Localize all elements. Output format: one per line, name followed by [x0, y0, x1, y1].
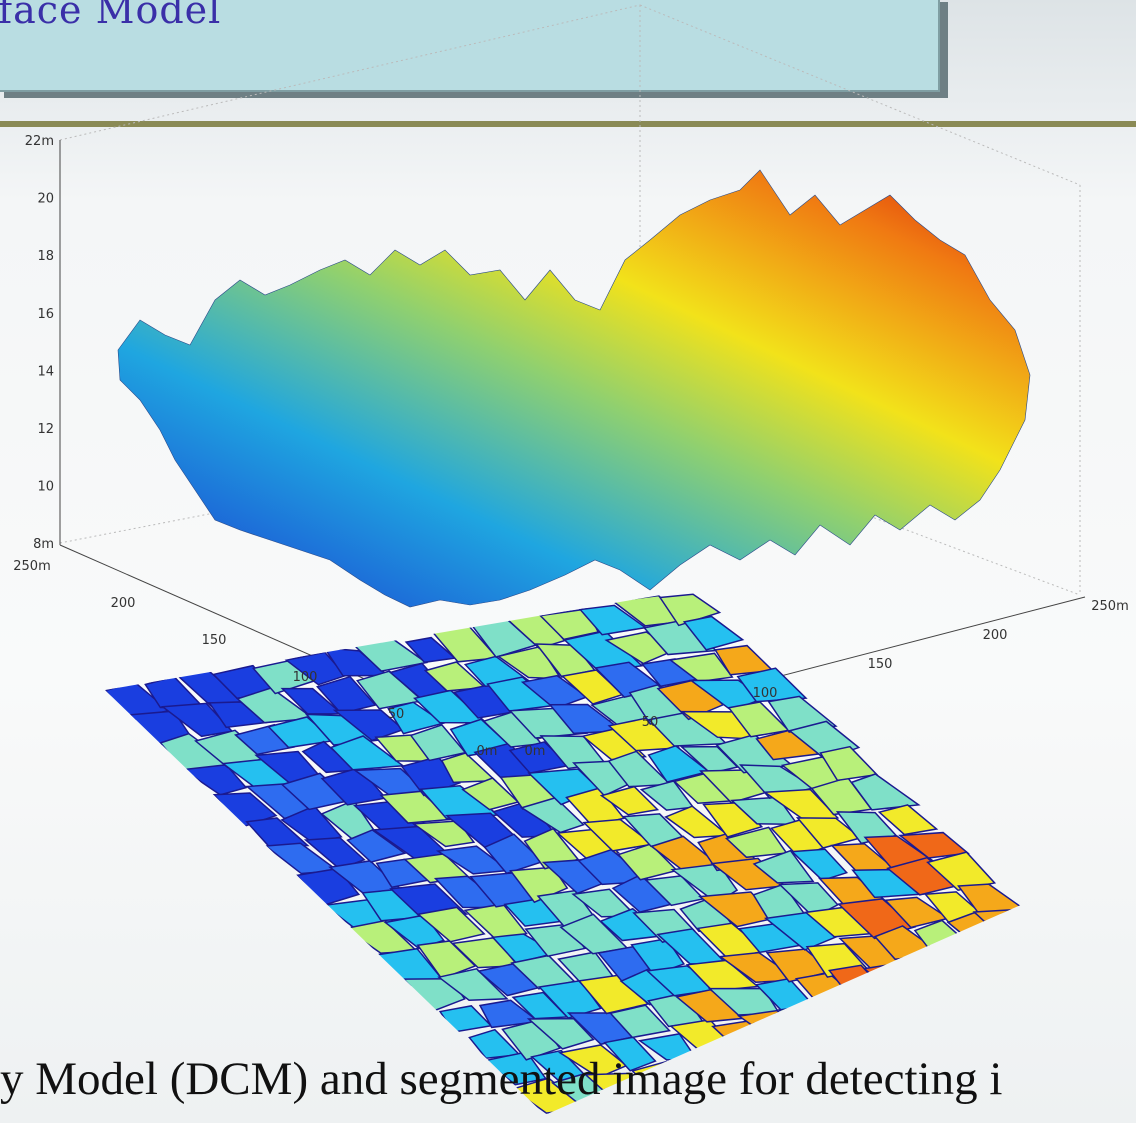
segment	[713, 1021, 777, 1049]
figure: 22m 20 18 16 14 12 10 8m 250m 200 150 100 50 0m 0m 50 10…	[0, 0, 1136, 1123]
z-tick-label: 14	[37, 364, 54, 379]
x-tick-label: 200	[983, 628, 1008, 643]
segment	[937, 949, 1010, 979]
x-tick-label: 250m	[1091, 599, 1128, 614]
segment	[974, 909, 1051, 945]
segment	[739, 1011, 819, 1046]
segment	[812, 997, 886, 1034]
x-tick-label: 0m	[525, 744, 546, 759]
z-tick-label: 10	[37, 480, 54, 495]
segment	[932, 981, 996, 1012]
segment	[1007, 965, 1066, 998]
x-tick-label: 150	[868, 657, 893, 672]
segment	[904, 956, 969, 985]
segment	[913, 1016, 981, 1043]
y-tick-label: 50	[388, 707, 405, 722]
segment	[1032, 993, 1090, 1028]
z-tick-label: 20	[37, 192, 54, 207]
x-tick-label: 50	[642, 715, 659, 730]
z-tick-label: 16	[37, 307, 54, 322]
z-tick-label: 22m	[25, 134, 54, 149]
segment	[988, 1001, 1062, 1036]
surface	[118, 170, 1030, 607]
z-tick-label: 18	[37, 249, 54, 264]
y-tick-label: 250m	[13, 559, 50, 574]
caption: y Model (DCM) and segmented image for de…	[0, 1052, 1002, 1106]
segment	[840, 1022, 913, 1056]
segment	[779, 1005, 846, 1041]
segment	[967, 979, 1030, 1011]
segment	[1040, 966, 1106, 998]
segment	[859, 994, 920, 1025]
slide: face Model 22m2018161412108m250m20015010…	[0, 0, 1136, 1123]
segment	[880, 1016, 940, 1050]
y-tick-label: 200	[111, 596, 136, 611]
segmented-map	[105, 594, 1123, 1113]
z-tick-label: 12	[37, 422, 54, 437]
x-tick-label: 100	[753, 686, 778, 701]
segment	[1004, 933, 1080, 971]
y-tick-label: 150	[202, 633, 227, 648]
y-tick-label: 0m	[477, 744, 498, 759]
z-tick-label: 8m	[33, 537, 54, 552]
y-tick-label: 100	[293, 670, 318, 685]
segment	[1067, 990, 1123, 1018]
segment	[959, 1007, 1022, 1041]
segment	[887, 988, 956, 1020]
segment	[972, 939, 1043, 976]
